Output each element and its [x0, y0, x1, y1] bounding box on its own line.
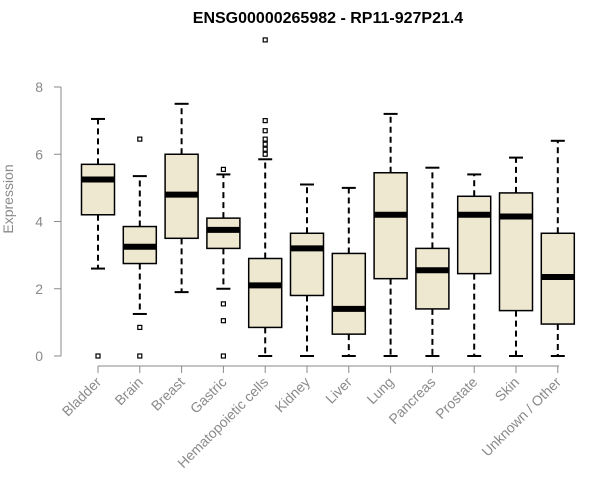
outlier-point: [262, 146, 268, 152]
box-hematopoietic-cells: [247, 37, 283, 373]
box-iqr: [289, 232, 325, 297]
box-lung: [373, 112, 408, 373]
y-tick-label: 6: [35, 146, 43, 162]
x-tick-label: Prostate: [432, 374, 480, 422]
box-liver: [331, 186, 367, 373]
outlier-point: [262, 141, 268, 147]
box-unknown-other: [540, 139, 576, 373]
outlier-point: [220, 301, 226, 307]
box-bladder: [80, 117, 116, 373]
y-tick-label: 8: [35, 79, 43, 95]
box-pancreas: [415, 166, 450, 373]
x-tick-label: Breast: [148, 374, 188, 414]
x-tick-label: Lung: [363, 374, 396, 407]
x-tick-label: Brain: [111, 374, 145, 408]
chart-title: ENSG00000265982 - RP11-927P21.4: [193, 10, 464, 27]
box-gastric: [206, 166, 241, 373]
outlier-point: [220, 353, 226, 359]
box-iqr: [373, 171, 408, 280]
outlier-point: [137, 353, 143, 359]
x-tick-label: Liver: [322, 374, 355, 407]
box-breast: [164, 102, 199, 373]
box-skin: [498, 156, 534, 373]
outlier-point: [137, 324, 143, 331]
box-brain: [122, 136, 158, 373]
outlier-point: [95, 353, 101, 359]
box-iqr: [456, 195, 492, 275]
outlier-point: [262, 118, 268, 124]
boxes-layer: [80, 37, 576, 373]
box-iqr: [415, 247, 450, 310]
x-tick-label: Kidney: [272, 374, 314, 416]
x-tick-label: Unknown / Other: [478, 374, 564, 460]
box-iqr: [247, 257, 283, 329]
box-iqr: [80, 163, 116, 216]
box-iqr: [498, 192, 534, 312]
y-tick-label: 0: [35, 348, 43, 364]
outlier-point: [262, 37, 268, 43]
x-tick-label: Skin: [492, 374, 523, 405]
box-prostate: [456, 173, 492, 373]
y-tick-label: 2: [35, 281, 43, 297]
outlier-point: [262, 128, 268, 134]
outlier-point: [262, 151, 268, 157]
box-iqr: [331, 252, 367, 335]
y-axis-label: Expression: [0, 164, 16, 233]
x-tick-label: Bladder: [59, 374, 105, 420]
box-kidney: [289, 183, 325, 373]
y-tick-label: 4: [35, 214, 43, 230]
outlier-point: [220, 166, 226, 172]
outlier-point: [137, 136, 143, 142]
box-iqr: [206, 217, 241, 250]
outlier-point: [262, 136, 268, 142]
outlier-point: [220, 318, 226, 324]
y-ticks: 0 2 4 6 8: [35, 79, 61, 364]
